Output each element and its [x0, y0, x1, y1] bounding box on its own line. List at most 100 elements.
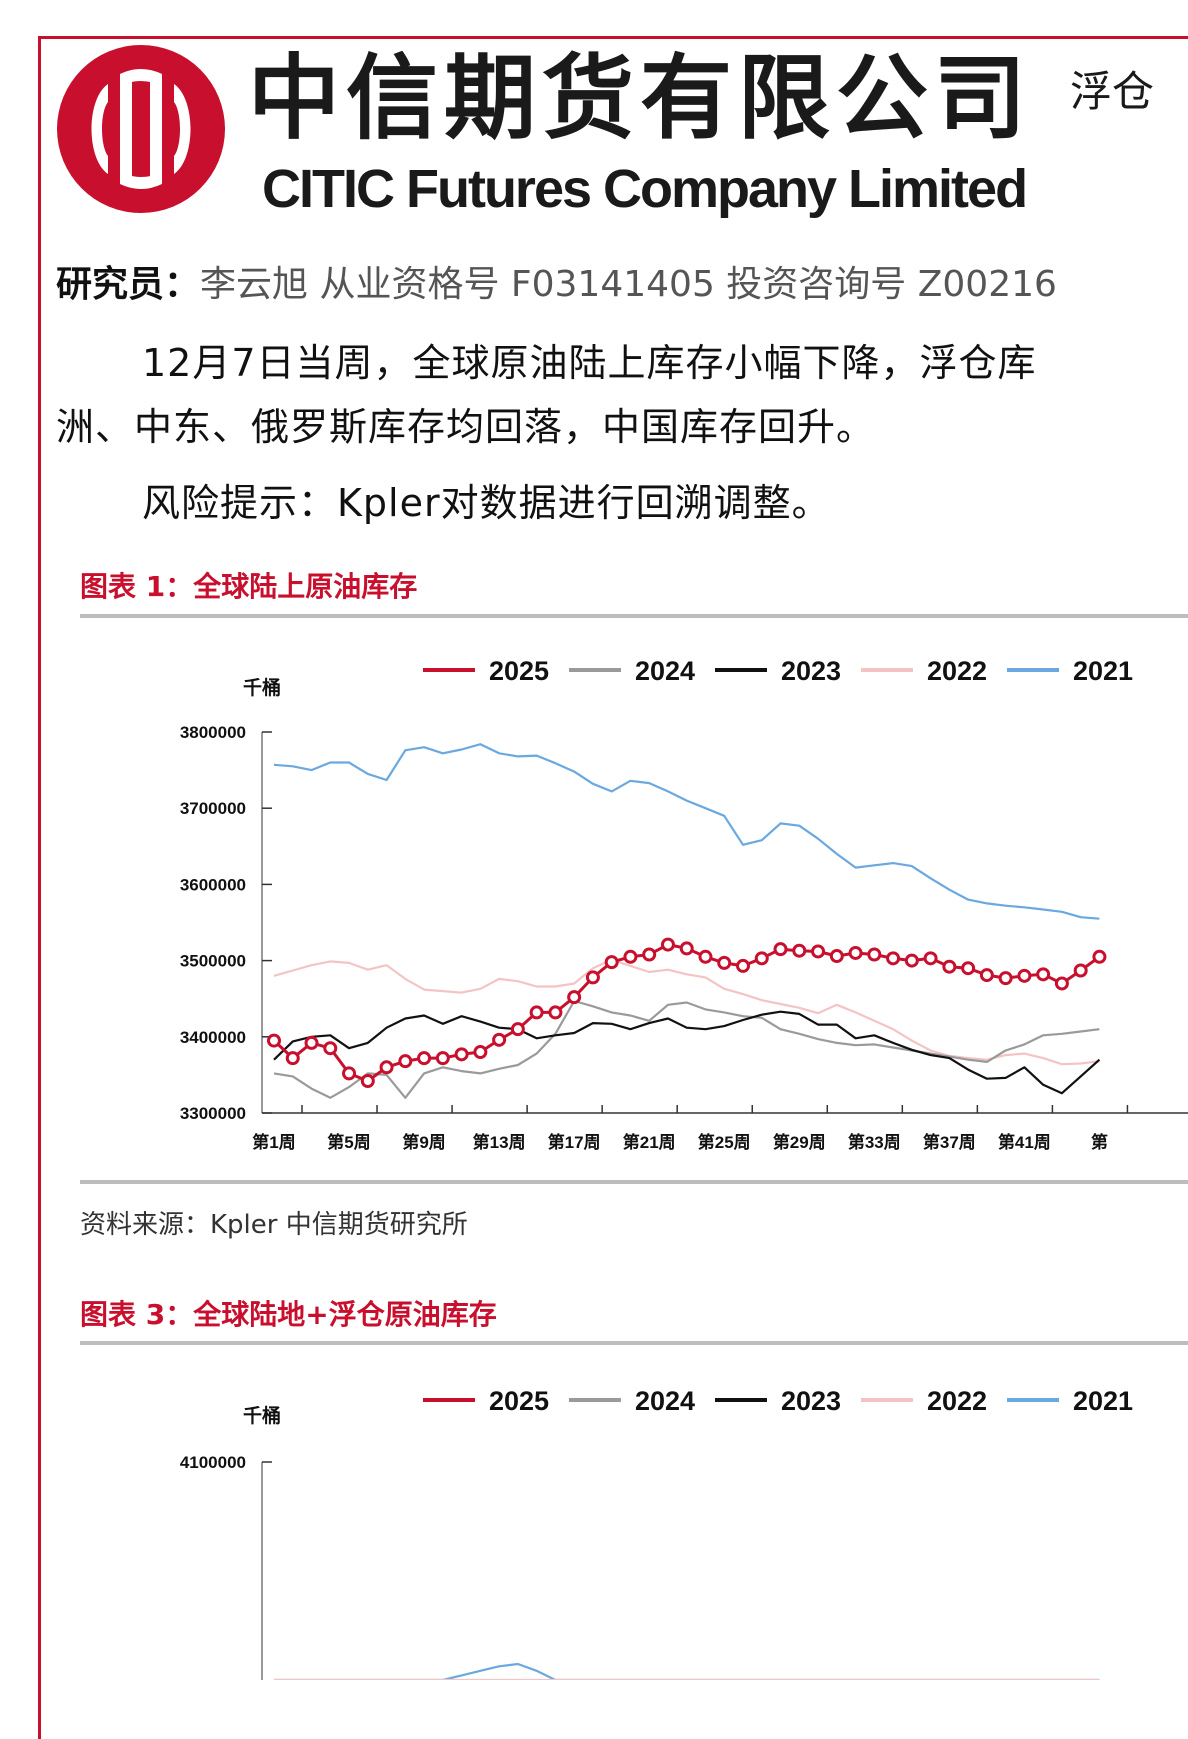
data-point-2025	[660, 937, 675, 952]
x-tick-label: 第13周	[473, 1132, 526, 1152]
data-point-2025	[379, 1060, 394, 1075]
page-border	[38, 36, 1188, 1739]
researcher-info: 李云旭 从业资格号 F03141405 投资咨询号 Z00216	[200, 264, 1057, 305]
data-point-2025	[510, 1022, 525, 1037]
data-point-2025	[848, 945, 863, 960]
chart-1: 2025 2024 2023 2022 2021 千桶 3800000 3700000 3600…	[180, 656, 1188, 1152]
series-line-2022	[273, 958, 1100, 1066]
data-point-2025	[623, 949, 638, 964]
data-point-2025	[529, 1005, 544, 1020]
legend-label-2023: 2023	[781, 1386, 841, 1416]
data-point-2025	[904, 953, 919, 968]
y-tick-label: 4100000	[180, 1453, 246, 1472]
data-point-2025	[829, 949, 844, 964]
x-tick-label: 第29周	[773, 1132, 826, 1152]
data-point-2025	[717, 955, 732, 970]
data-point-2025	[792, 943, 807, 958]
x-tick-label: 第37周	[923, 1132, 976, 1152]
x-tick-label: 第1周	[252, 1132, 295, 1152]
chart-1-title: 图表 1：全球陆上原油库存	[80, 570, 418, 603]
summary-paragraph-line-1: 12月7日当周，全球原油陆上库存小幅下降，浮仓库	[56, 332, 1037, 387]
data-point-2025	[435, 1051, 450, 1066]
y-tick-label: 3600000	[180, 875, 246, 894]
legend-label-2021: 2021	[1073, 1386, 1133, 1416]
data-point-2025	[811, 944, 826, 959]
y-tick-label: 3300000	[180, 1104, 246, 1123]
data-point-2025	[698, 949, 713, 964]
data-point-2025	[979, 968, 994, 983]
x-tick-label: 第25周	[698, 1132, 751, 1152]
series-line-2021	[274, 1662, 1100, 1680]
data-point-2025	[342, 1066, 357, 1081]
chart-3-top-rule	[80, 1341, 1188, 1345]
chart-3-title: 图表 3：全球陆地+浮仓原油库存	[80, 1298, 497, 1331]
series-line-2024	[273, 999, 1100, 1099]
chart-3: 2025 2024 2023 2022 2021 千桶 4100000	[180, 1386, 1133, 1680]
company-name-en: CITIC Futures Company Limited	[262, 159, 1028, 219]
chart-1-bottom-rule	[80, 1180, 1188, 1184]
legend-label-2021: 2021	[1073, 656, 1133, 686]
data-point-2025	[398, 1054, 413, 1069]
x-tick-label: 第9周	[402, 1132, 445, 1152]
data-point-2025	[773, 942, 788, 957]
chart-1-top-rule	[80, 614, 1188, 618]
data-point-2025	[304, 1035, 319, 1050]
x-tick-label: 第21周	[623, 1132, 676, 1152]
data-point-2025	[1073, 963, 1088, 978]
chart-1-source: 资料来源：Kpler 中信期货研究所	[80, 1210, 468, 1240]
y-axis-unit: 千桶	[243, 676, 281, 699]
legend-label-2025: 2025	[489, 656, 549, 686]
data-point-2025	[1092, 949, 1107, 964]
data-point-2025	[360, 1073, 375, 1088]
data-point-2025	[867, 947, 882, 962]
data-point-2025	[942, 959, 957, 974]
data-point-2025	[1054, 976, 1069, 991]
y-tick-label: 3800000	[180, 723, 246, 742]
legend-label-2023: 2023	[781, 656, 841, 686]
data-point-2025	[473, 1045, 488, 1060]
x-tick-label: 第33周	[848, 1132, 901, 1152]
data-point-2025	[679, 941, 694, 956]
data-point-2025	[754, 951, 769, 966]
legend-label-2025: 2025	[489, 1386, 549, 1416]
data-point-2025	[1036, 967, 1051, 982]
data-point-2025	[961, 961, 976, 976]
researcher-line: 研究员：李云旭 从业资格号 F03141405 投资咨询号 Z00216	[56, 255, 1057, 307]
data-point-2025	[492, 1032, 507, 1047]
document-title: 浮仓	[1070, 67, 1155, 116]
x-tick-label: 第17周	[548, 1132, 601, 1152]
data-point-2025	[267, 1033, 281, 1048]
risk-note-text: 风险提示：Kpler对数据进行回溯调整。	[142, 481, 831, 525]
data-point-2025	[323, 1041, 338, 1056]
data-point-2025	[285, 1051, 300, 1066]
legend-label-2024: 2024	[635, 1386, 695, 1416]
summary-text-1: 12月7日当周，全球原油陆上库存小幅下降，浮仓库	[142, 341, 1037, 385]
x-tick-label: 第5周	[327, 1132, 370, 1152]
data-point-2025	[923, 951, 938, 966]
legend-label-2022: 2022	[927, 656, 987, 686]
data-point-2025	[998, 971, 1013, 986]
citic-logo	[57, 45, 225, 213]
y-tick-label: 3500000	[180, 952, 246, 971]
data-point-2025	[567, 990, 582, 1005]
y-tick-label: 3700000	[180, 799, 246, 818]
data-point-2025	[604, 955, 619, 970]
y-tick-label: 3400000	[180, 1028, 246, 1047]
data-point-2025	[585, 970, 600, 985]
data-point-2025	[454, 1047, 469, 1062]
legend-label-2022: 2022	[927, 1386, 987, 1416]
risk-note: 风险提示：Kpler对数据进行回溯调整。	[56, 472, 831, 527]
data-point-2025	[886, 951, 901, 966]
series-line-2021	[273, 743, 1100, 920]
legend-label-2024: 2024	[635, 656, 695, 686]
series-line-2023	[273, 1010, 1101, 1095]
company-name-cn: 中信期货有限公司	[248, 44, 1033, 152]
researcher-label: 研究员：	[56, 264, 201, 305]
data-point-2025	[642, 947, 657, 962]
data-point-2025	[417, 1051, 432, 1066]
data-point-2025	[1017, 968, 1032, 983]
x-tick-label: 第41周	[998, 1132, 1051, 1152]
y-axis-unit: 千桶	[243, 1404, 281, 1427]
data-point-2025	[548, 1005, 563, 1020]
summary-paragraph-line-2: 洲、中东、俄罗斯库存均回落，中国库存回升。	[56, 405, 876, 449]
